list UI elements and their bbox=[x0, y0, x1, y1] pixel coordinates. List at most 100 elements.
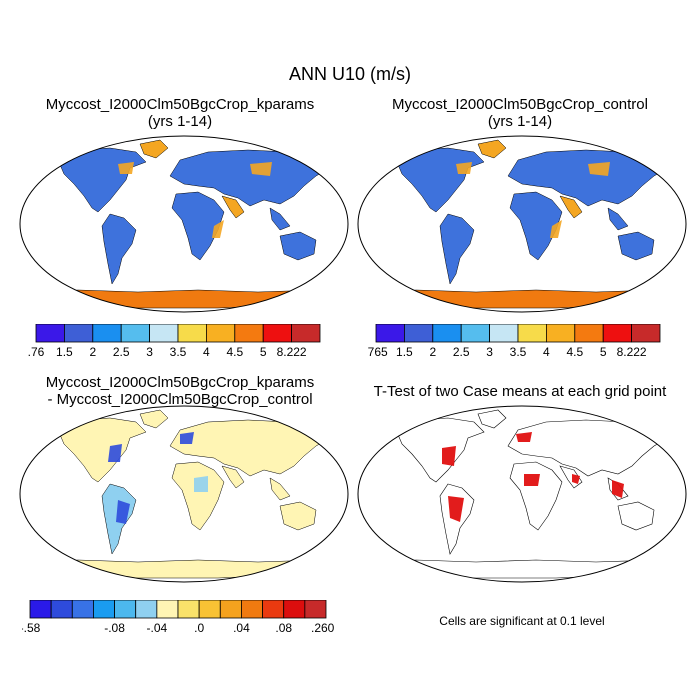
colorbar-tick-label: 3.5 bbox=[170, 345, 187, 359]
colorbar-tick-label: 2.5 bbox=[113, 345, 130, 359]
colorbar-swatch bbox=[631, 324, 661, 343]
map-panel-control bbox=[357, 135, 687, 313]
panel-2-title-line1: Myccost_I2000Clm50BgcCrop_control bbox=[392, 96, 648, 113]
colorbar-swatch bbox=[114, 600, 137, 619]
land-south-america bbox=[439, 483, 475, 555]
land-australia bbox=[617, 501, 655, 531]
colorbar-tick-label: 3.5 bbox=[510, 345, 527, 359]
colorbar-swatch bbox=[120, 324, 150, 343]
colorbar-swatch bbox=[432, 324, 462, 343]
colorbar-swatch bbox=[177, 600, 200, 619]
colorbar-swatch bbox=[149, 324, 179, 343]
land-south-america bbox=[439, 213, 475, 285]
land-africa bbox=[171, 191, 225, 261]
colorbar-swatch bbox=[205, 324, 236, 343]
colorbar-difference: -.58 -.08 -.04 .0 .04 .08 .2602 bbox=[22, 600, 334, 635]
colorbar-tick-label: 2 bbox=[89, 345, 96, 359]
colorbar-tick-label: 3 bbox=[146, 345, 153, 359]
sig-patch-1 bbox=[448, 496, 464, 522]
panel-2-title: Myccost_I2000Clm50BgcCrop_control (yrs 1… bbox=[350, 96, 690, 130]
colorbar-kparams: .76 1.5 2 2.5 3 3.5 4 4.5 5 8.222 bbox=[28, 324, 321, 359]
colorbar-tick-label: -.08 bbox=[104, 621, 125, 635]
panel-1-title-line2: (yrs 1-14) bbox=[147, 113, 213, 130]
abs-patch-1 bbox=[250, 162, 272, 176]
land-australia bbox=[617, 231, 655, 261]
land-africa bbox=[171, 461, 225, 531]
sig-patch-4 bbox=[612, 480, 624, 498]
colorbar-swatch bbox=[602, 324, 632, 343]
colorbar-tick-label: 4.5 bbox=[226, 345, 243, 359]
land-greenland bbox=[139, 409, 169, 429]
land-europe-asia bbox=[507, 149, 669, 207]
map-border bbox=[19, 135, 349, 313]
colorbar-tick-label: 4.5 bbox=[566, 345, 583, 359]
colorbar-tick-label: 8.222 bbox=[277, 345, 307, 359]
colorbar-swatch bbox=[234, 324, 264, 343]
colorbar-swatch bbox=[517, 324, 547, 343]
land-arabia-india bbox=[559, 195, 583, 219]
land-africa bbox=[509, 461, 563, 531]
colorbar-swatch bbox=[177, 324, 207, 343]
colorbar-swatch bbox=[304, 600, 327, 619]
colorbar-tick-label: 2.5 bbox=[453, 345, 470, 359]
colorbar-tick-label: -.58 bbox=[22, 621, 41, 635]
land-greenland bbox=[139, 139, 169, 159]
map-panel-kparams bbox=[19, 135, 349, 313]
map-control-land bbox=[369, 139, 677, 309]
significance-note: Cells are significant at 0.1 level bbox=[439, 614, 605, 628]
map-border bbox=[357, 135, 687, 313]
diff-patch-3 bbox=[194, 476, 208, 492]
panel-2-title-line2: (yrs 1-14) bbox=[487, 113, 553, 130]
map-panel-ttest bbox=[357, 405, 687, 583]
land-greenland bbox=[477, 139, 507, 159]
colorbar-tick-label: .0 bbox=[194, 621, 204, 635]
map-difference-land bbox=[31, 409, 339, 579]
colorbar-tick-label: .04 bbox=[233, 621, 250, 635]
colorbar-swatch bbox=[460, 324, 490, 343]
colorbar-tick-label: .765 bbox=[368, 345, 388, 359]
panel-3-title-line1: Myccost_I2000Clm50BgcCrop_kparams bbox=[45, 374, 315, 391]
land-europe-asia bbox=[169, 419, 331, 477]
colorbar-tick-label: 8.222 bbox=[617, 345, 647, 359]
diff-patch-2 bbox=[180, 432, 194, 444]
colorbar-tick-label: 1.5 bbox=[56, 345, 73, 359]
colorbar-tick-label: 2 bbox=[429, 345, 436, 359]
colorbar-swatch bbox=[71, 600, 94, 619]
panel-1-title: Myccost_I2000Clm50BgcCrop_kparams (yrs 1… bbox=[10, 96, 350, 130]
sig-patch-2 bbox=[524, 474, 540, 486]
colorbar-swatch bbox=[574, 324, 604, 343]
colorbar-swatch bbox=[64, 324, 94, 343]
land-arabia-india bbox=[559, 465, 583, 489]
colorbar-swatch bbox=[375, 324, 405, 343]
land-arabia-india bbox=[221, 195, 245, 219]
colorbar-swatch bbox=[35, 324, 65, 343]
land-south-america bbox=[101, 213, 137, 285]
colorbar-swatch bbox=[489, 324, 519, 343]
sig-patch-0 bbox=[442, 446, 456, 466]
abs-patch-0 bbox=[118, 162, 134, 174]
map-border bbox=[19, 405, 349, 583]
colorbar-swatch bbox=[50, 600, 73, 619]
panel-4-title: T-Test of two Case means at each grid po… bbox=[350, 383, 690, 400]
panel-4-title-line1: T-Test of two Case means at each grid po… bbox=[373, 383, 667, 400]
sig-patch-5 bbox=[572, 474, 580, 484]
colorbar-tick-label: .76 bbox=[28, 345, 45, 359]
land-se-asia bbox=[269, 207, 291, 231]
land-australia bbox=[279, 231, 317, 261]
land-europe-asia bbox=[169, 149, 331, 207]
map-panel-difference bbox=[19, 405, 349, 583]
abs-patch-2 bbox=[212, 220, 224, 238]
colorbar-swatch bbox=[262, 324, 292, 343]
colorbar-swatch bbox=[29, 600, 52, 619]
land-arabia-india bbox=[221, 465, 245, 489]
colorbar-swatch bbox=[156, 600, 179, 619]
colorbar-swatch bbox=[404, 324, 434, 343]
land-europe-asia bbox=[507, 419, 669, 477]
colorbar-swatch bbox=[92, 324, 122, 343]
land-antarctica bbox=[31, 289, 339, 309]
colorbar-tick-label: .2602 bbox=[311, 621, 334, 635]
colorbar-swatch bbox=[135, 600, 158, 619]
abs-patch-0 bbox=[456, 162, 472, 174]
land-se-asia bbox=[269, 477, 291, 501]
map-border bbox=[357, 405, 687, 583]
